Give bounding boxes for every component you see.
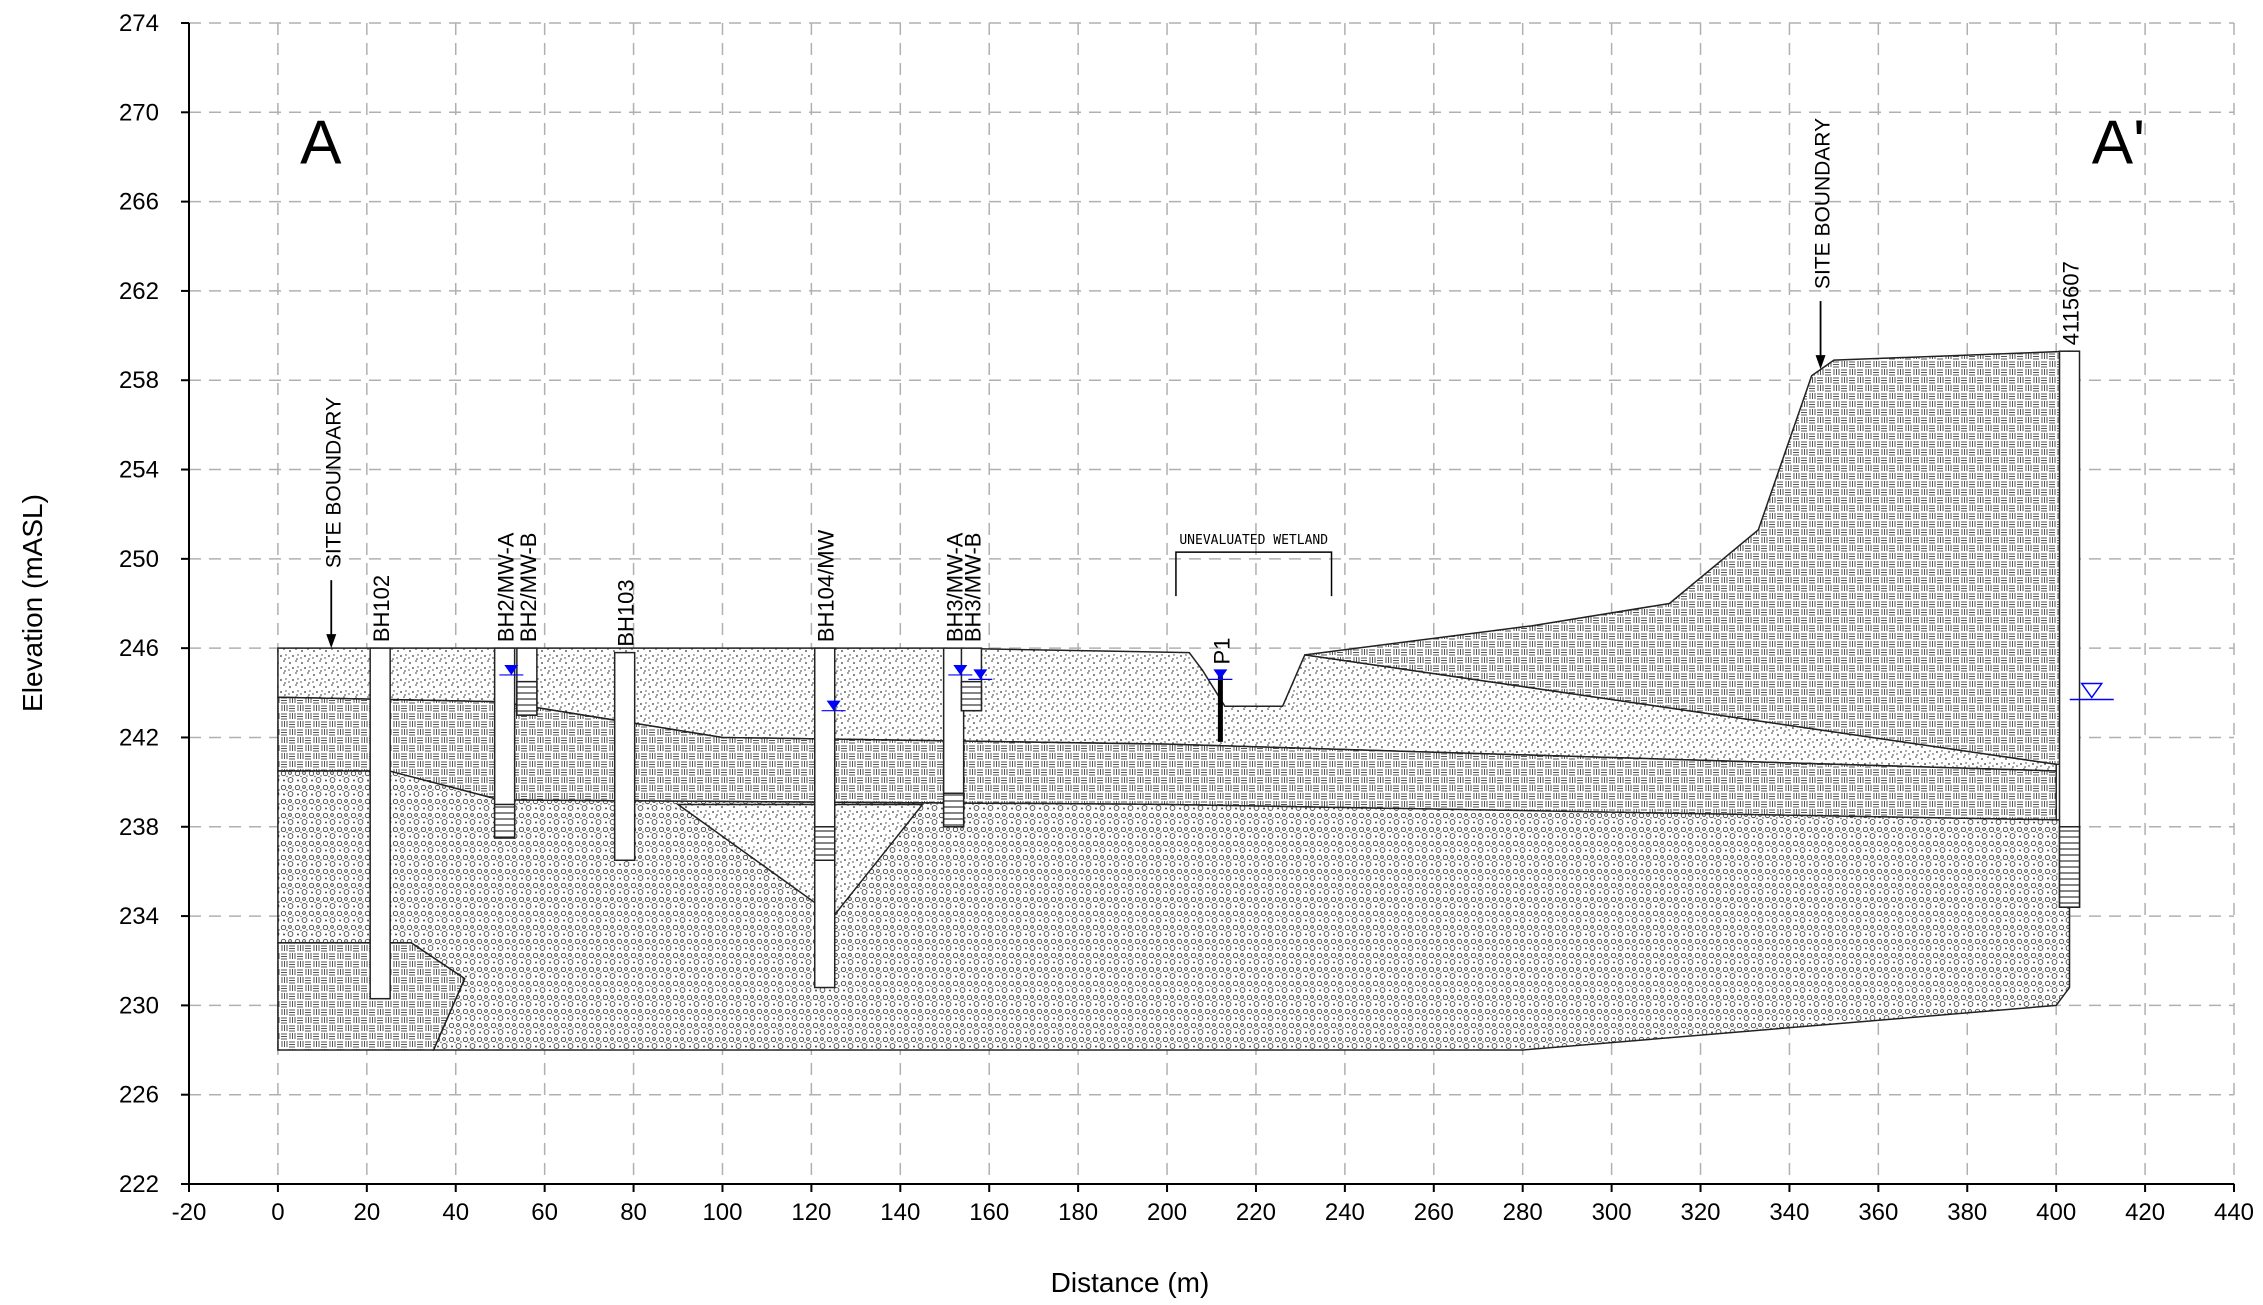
- y-tick-label: 250: [119, 546, 159, 573]
- site-boundary-label: SITE BOUNDARY: [322, 397, 345, 568]
- x-tick-label: 0: [271, 1199, 284, 1226]
- borehole-label: BH3/MW-B: [960, 533, 985, 643]
- x-tick-label: 160: [969, 1199, 1009, 1226]
- y-axis-title: Elevation (mASL): [17, 494, 48, 712]
- y-tick-label: 234: [119, 903, 159, 930]
- x-tick-label: 260: [1414, 1199, 1454, 1226]
- x-tick-label: 140: [880, 1199, 920, 1226]
- borehole-label: BH102: [369, 575, 394, 642]
- well-screen: [517, 682, 537, 715]
- section-label: A: [300, 109, 342, 178]
- x-tick-label: 280: [1503, 1199, 1543, 1226]
- x-tick-label: 220: [1236, 1199, 1276, 1226]
- borehole-label: P1: [1209, 638, 1234, 665]
- water-level: [1213, 669, 1227, 679]
- x-tick-label: 320: [1680, 1199, 1720, 1226]
- x-tick-label: 300: [1592, 1199, 1632, 1226]
- x-tick-label: 80: [620, 1199, 647, 1226]
- y-tick-label: 254: [119, 457, 159, 484]
- x-tick-label: 400: [2036, 1199, 2076, 1226]
- y-tick-label: 230: [119, 992, 159, 1019]
- arrow-head: [326, 634, 336, 648]
- well-screen: [961, 682, 981, 711]
- well-screen: [2060, 827, 2080, 907]
- borehole-label: BH2/MW-B: [516, 533, 541, 643]
- y-tick-label: 222: [119, 1171, 159, 1198]
- x-tick-label: 180: [1058, 1199, 1098, 1226]
- borehole: [815, 648, 835, 987]
- section-label: A': [2092, 109, 2145, 178]
- y-tick-label: 270: [119, 99, 159, 126]
- water-table: [2082, 684, 2102, 698]
- y-tick-label: 258: [119, 367, 159, 394]
- y-tick-label: 238: [119, 814, 159, 841]
- well-screen: [815, 827, 835, 860]
- x-tick-label: 380: [1947, 1199, 1987, 1226]
- wetland-label: UNEVALUATED WETLAND: [1179, 533, 1328, 548]
- borehole-label: BH103: [614, 579, 639, 646]
- chart: Distance (m) Elevation (mASL) -20 0 20 40 60…: [0, 0, 2263, 1305]
- x-tick-label: 20: [353, 1199, 380, 1226]
- y-tick-label: 246: [119, 635, 159, 662]
- well-screen: [495, 804, 515, 837]
- borehole: [370, 648, 390, 999]
- x-tick-label: 240: [1325, 1199, 1365, 1226]
- borehole-label: 4115607: [2059, 261, 2084, 345]
- well-screen: [944, 793, 964, 826]
- borehole: [2060, 351, 2080, 907]
- borehole-label: BH104/MW: [814, 529, 839, 642]
- x-tick-label: 120: [791, 1199, 831, 1226]
- x-axis-title: Distance (m): [1051, 1267, 1210, 1298]
- y-tick-label: 262: [119, 278, 159, 305]
- x-tick-label: 200: [1147, 1199, 1187, 1226]
- x-tick-label: 340: [1769, 1199, 1809, 1226]
- x-tick-label: 420: [2125, 1199, 2165, 1226]
- x-tick-label: 100: [702, 1199, 742, 1226]
- y-tick-label: 226: [119, 1082, 159, 1109]
- y-tick-label: 266: [119, 189, 159, 216]
- x-tick-label: 360: [1858, 1199, 1898, 1226]
- y-tick-label: 242: [119, 724, 159, 751]
- y-tick-label: 274: [119, 10, 159, 37]
- x-tick-label: 40: [442, 1199, 469, 1226]
- x-tick-label: 440: [2214, 1199, 2254, 1226]
- borehole: [615, 653, 635, 861]
- site-boundary-label: SITE BOUNDARY: [1812, 118, 1835, 289]
- x-tick-label: -20: [172, 1199, 207, 1226]
- x-tick-label: 60: [531, 1199, 558, 1226]
